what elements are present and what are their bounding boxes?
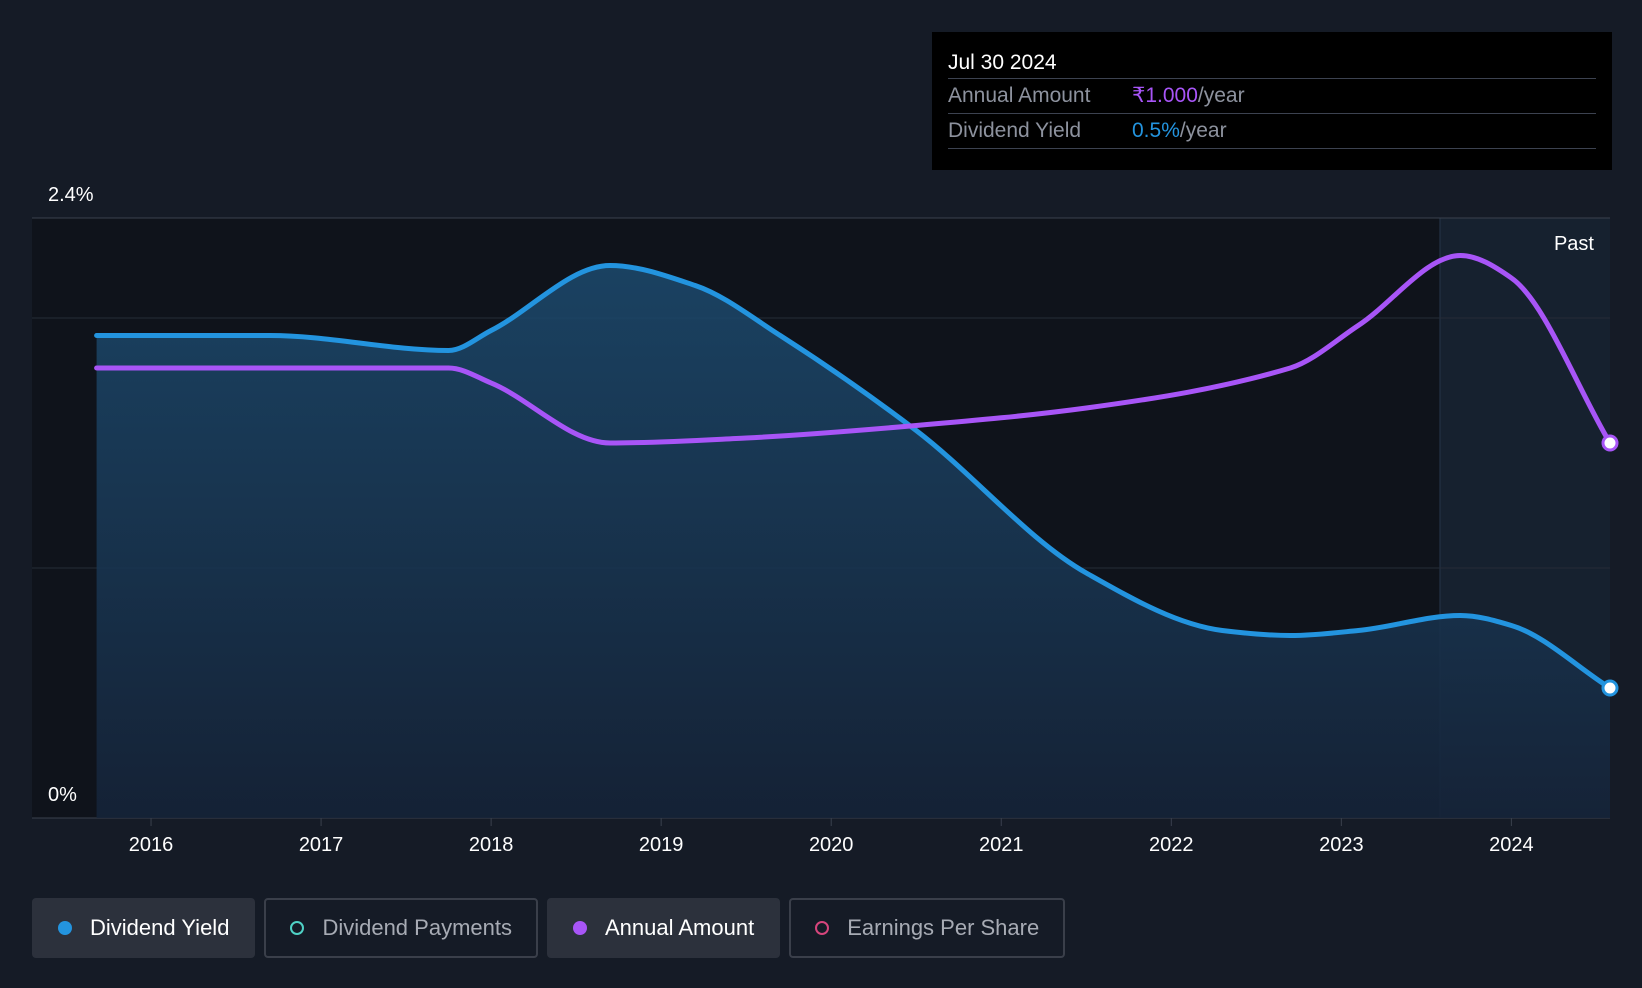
legend-dot-icon — [815, 921, 830, 935]
x-tick-label: 2021 — [979, 834, 1024, 856]
tooltip-unit: /year — [1197, 84, 1245, 107]
tooltip-row-annual-amount: Annual Amount ₹1.000 /year — [948, 79, 1596, 114]
dividend-yield-end-marker — [1601, 679, 1619, 697]
legend-dividend-payments[interactable]: Dividend Payments — [264, 898, 538, 958]
x-axis: 2016 2017 2018 2019 2020 2021 2022 2023 2024 — [129, 818, 1534, 856]
y-bottom-label: 0% — [48, 784, 77, 806]
tooltip: Jul 30 2024 Annual Amount ₹1.000 /year D… — [932, 32, 1612, 170]
past-label: Past — [1554, 233, 1594, 255]
x-tick-label: 2020 — [809, 834, 854, 856]
legend-label: Annual Amount — [604, 915, 755, 940]
x-tick-label: 2024 — [1489, 834, 1534, 856]
legend-dividend-yield[interactable]: Dividend Yield — [32, 898, 256, 958]
x-tick-label: 2018 — [469, 834, 514, 856]
dividend-yield-line — [94, 262, 1613, 691]
tooltip-row-dividend-yield: Dividend Yield 0.5% /year — [948, 114, 1596, 149]
tooltip-label: Dividend Yield — [948, 119, 1082, 142]
annual-amount-line — [94, 252, 1613, 446]
x-tick-label: 2019 — [639, 834, 684, 856]
legend-label: Dividend Yield — [90, 915, 230, 940]
annual-amount-end-marker — [1601, 434, 1619, 452]
dividend-yield-area — [96, 265, 1611, 818]
legend-label: Dividend Payments — [322, 915, 512, 940]
tooltip-value: 0.5% — [1132, 119, 1180, 142]
tooltip-label: Annual Amount — [948, 84, 1091, 107]
y-top-label: 2.4% — [48, 184, 94, 206]
legend-label: Earnings Per Share — [847, 915, 1040, 940]
legend-dot-icon — [290, 921, 305, 935]
tooltip-unit: /year — [1179, 119, 1227, 142]
x-tick-label: 2016 — [129, 834, 174, 856]
x-tick-label: 2022 — [1149, 834, 1194, 856]
legend-dot-icon — [58, 921, 72, 935]
legend-dot-icon — [572, 921, 587, 935]
legend-annual-amount[interactable]: Annual Amount — [546, 898, 781, 958]
tooltip-value: ₹1.000 — [1132, 84, 1198, 107]
legend: Dividend Yield Dividend Payments Annual … — [32, 898, 1074, 958]
x-tick-label: 2017 — [299, 834, 344, 856]
tooltip-date: Jul 30 2024 — [948, 48, 1596, 79]
x-tick-label: 2023 — [1319, 834, 1364, 856]
legend-earnings-per-share[interactable]: Earnings Per Share — [789, 898, 1066, 958]
